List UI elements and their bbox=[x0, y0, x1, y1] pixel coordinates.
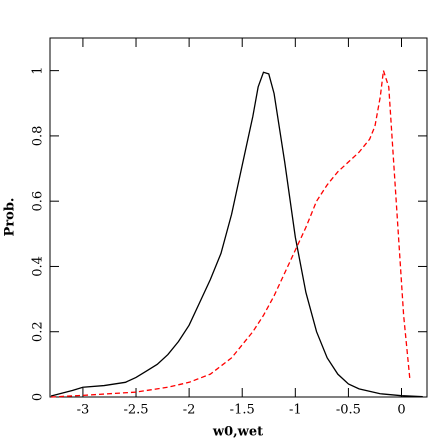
y-tick-label: 0 bbox=[31, 393, 46, 401]
series-line bbox=[50, 71, 423, 398]
plot-frame bbox=[49, 37, 428, 398]
x-tick-label: -2 bbox=[183, 403, 196, 418]
x-tick-label: -3 bbox=[77, 403, 90, 418]
y-axis-label: Prob. bbox=[3, 198, 18, 237]
y-tick-label: 0.8 bbox=[31, 126, 46, 147]
y-tick-label: 0.2 bbox=[31, 321, 46, 342]
series-line bbox=[51, 70, 411, 398]
x-tick-label: -2.5 bbox=[123, 403, 148, 418]
y-tick-label: 0.4 bbox=[31, 256, 46, 277]
x-tick-label: -1.5 bbox=[230, 403, 255, 418]
x-axis-label: w0,wet bbox=[212, 425, 263, 440]
x-tick-label: 0 bbox=[397, 403, 405, 418]
y-tick-label: 1 bbox=[31, 66, 46, 74]
x-tick-label: -1 bbox=[289, 403, 302, 418]
x-tick-label: -0.5 bbox=[336, 403, 361, 418]
y-tick-label: 0.6 bbox=[31, 191, 46, 212]
